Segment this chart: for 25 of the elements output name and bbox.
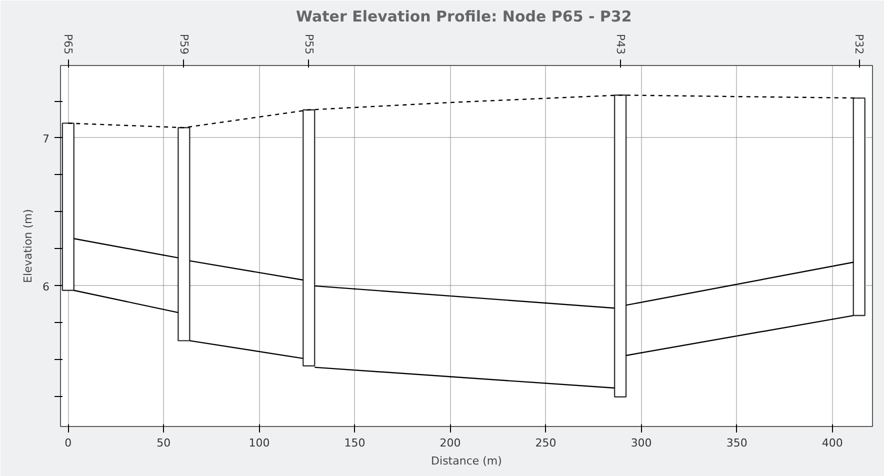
bar [302, 109, 316, 366]
x-tick-label: 400 [822, 436, 843, 450]
x-tick-label: 100 [248, 436, 270, 450]
chart-title: Water Elevation Profile: Node P65 - P32 [296, 8, 632, 26]
annotation: P43 [614, 34, 627, 55]
bar [62, 122, 74, 291]
x-tick-label: 250 [535, 436, 556, 450]
x-tick-label: 350 [726, 436, 748, 450]
y-tick-label: 7 [42, 132, 50, 146]
bar [852, 97, 866, 316]
x-tick-label: 200 [440, 436, 461, 450]
x-tick-label: 150 [344, 436, 366, 450]
annotation: P65 [62, 34, 75, 55]
x-tick-label: 50 [156, 436, 171, 450]
y-tick-label: 6 [42, 280, 50, 294]
x-tick-label: 300 [630, 436, 652, 450]
bar [178, 127, 190, 342]
annotation: P59 [177, 34, 190, 55]
x-tick-label: 0 [64, 436, 72, 450]
annotation: P55 [302, 34, 316, 55]
y-axis-title: Elevation (m) [22, 209, 34, 283]
x-axis-title: Distance (m) [431, 454, 502, 468]
line-series [68, 94, 860, 128]
bar [614, 94, 627, 398]
annotation: P32 [852, 34, 866, 55]
